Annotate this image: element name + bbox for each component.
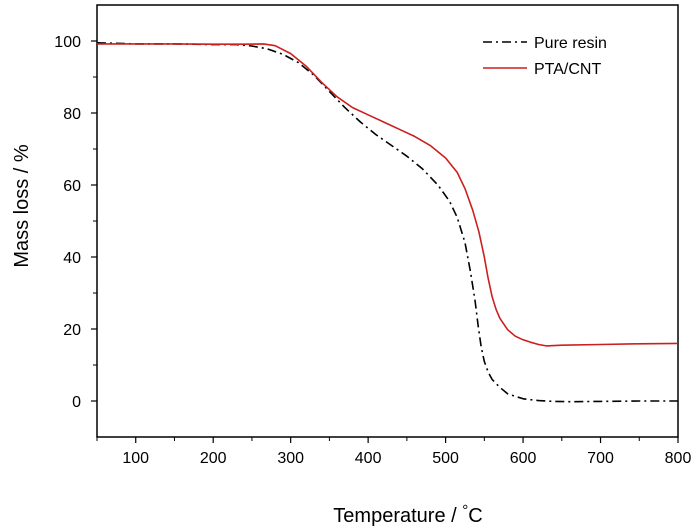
x-tick-label: 700 (587, 450, 614, 467)
y-axis: 0 20 40 60 80 100 (54, 34, 97, 411)
series-layer (97, 42, 678, 403)
x-tick-label: 100 (122, 450, 149, 467)
x-tick-label: 800 (665, 450, 692, 467)
legend: Pure resin PTA/CNT (483, 35, 607, 78)
y-tick-label: 40 (63, 250, 81, 267)
x-axis-title: Temperature / °C (333, 502, 482, 527)
y-tick-label: 80 (63, 106, 81, 123)
x-tick-label: 600 (510, 450, 537, 467)
y-tick-label: 20 (63, 322, 81, 339)
x-tick-label: 200 (200, 450, 227, 467)
x-tick-label: 500 (432, 450, 459, 467)
y-tick-label: 0 (72, 394, 81, 411)
x-tick-label: 400 (355, 450, 382, 467)
y-tick-label: 60 (63, 178, 81, 195)
x-tick-label: 300 (277, 450, 304, 467)
legend-label: PTA/CNT (534, 61, 601, 78)
y-tick-label: 100 (54, 34, 81, 51)
legend-label: Pure resin (534, 35, 607, 52)
x-axis: 100 200 300 400 500 600 700 800 (96, 437, 692, 467)
series-line-pta-cnt (97, 43, 678, 347)
series-line-pure-resin (97, 42, 678, 403)
y-axis-title: Mass loss / % (11, 144, 33, 268)
